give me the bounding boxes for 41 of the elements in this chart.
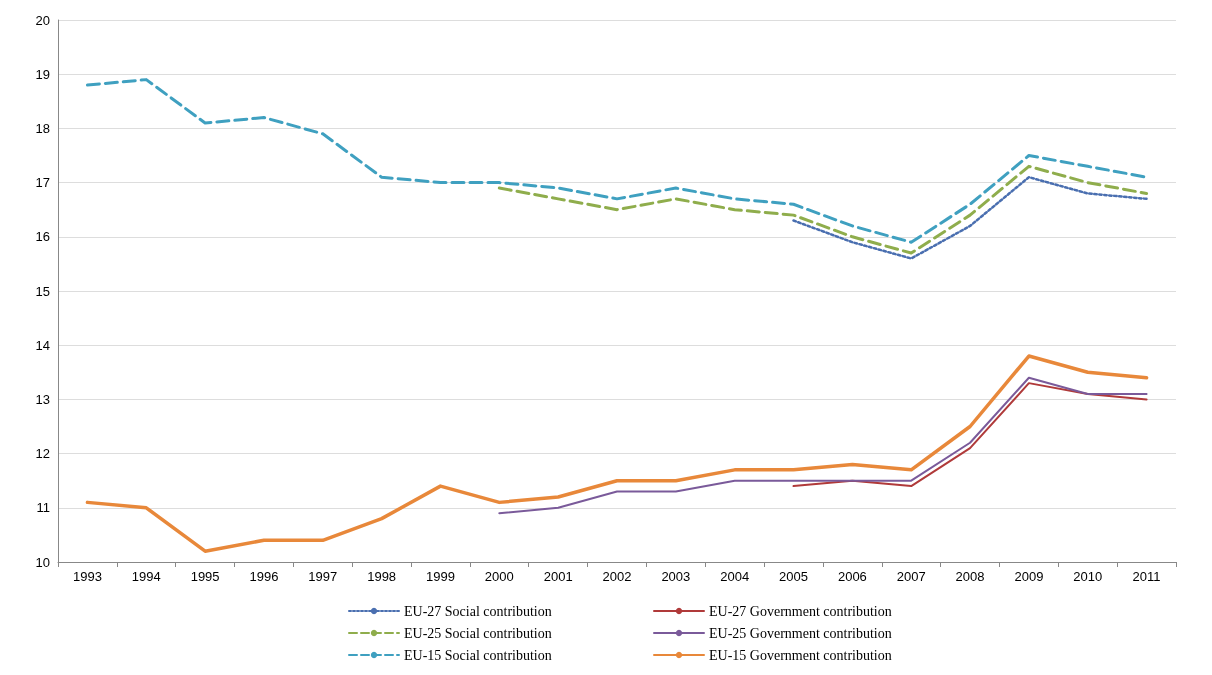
x-tick-label: 2005 xyxy=(779,569,808,584)
x-tick-label: 1997 xyxy=(308,569,338,584)
legend-label: EU-27 Social contribution xyxy=(404,603,552,619)
x-tick-label: 2011 xyxy=(1132,569,1161,584)
y-tick-label: 18 xyxy=(35,120,50,136)
y-tick-label: 14 xyxy=(35,337,50,353)
x-tick-label: 2004 xyxy=(720,569,750,584)
x-tick-label: 1996 xyxy=(249,569,279,584)
y-tick-label: 12 xyxy=(35,446,50,462)
legend-label: EU-15 Social contribution xyxy=(404,647,552,663)
line-series xyxy=(792,175,1148,260)
x-tick-label: 2002 xyxy=(602,569,632,584)
line-series xyxy=(85,354,1149,553)
x-tick-label: 1995 xyxy=(190,569,220,584)
x-tick-label: 2010 xyxy=(1073,569,1103,584)
y-tick-label: 19 xyxy=(35,66,50,82)
x-tick-label: 2003 xyxy=(661,569,691,584)
x-tick-label: 2006 xyxy=(837,569,867,584)
x-tick-label: 1994 xyxy=(131,569,161,584)
y-tick-label: 13 xyxy=(35,391,50,407)
x-tick-label: 2008 xyxy=(955,569,985,584)
line-series xyxy=(498,376,1148,515)
y-tick-label: 15 xyxy=(35,283,50,299)
legend-label: EU-25 Government contribution xyxy=(709,625,892,641)
legend-label: EU-27 Government contribution xyxy=(709,603,892,619)
y-tick-label: 11 xyxy=(36,500,50,516)
y-tick-label: 10 xyxy=(35,554,50,570)
y-tick-label: 16 xyxy=(35,229,50,245)
legend-label: EU-15 Government contribution xyxy=(709,647,892,663)
line-series xyxy=(497,164,1149,255)
x-tick-label: 1999 xyxy=(426,569,455,584)
x-tick-label: 2009 xyxy=(1014,569,1044,584)
x-tick-label: 2001 xyxy=(543,569,573,584)
x-tick-label: 2000 xyxy=(484,569,514,584)
line-series xyxy=(792,382,1148,488)
x-tick-label: 2007 xyxy=(896,569,926,584)
x-tick-label: 1993 xyxy=(72,569,102,584)
x-tick-label: 1998 xyxy=(367,569,397,584)
y-tick-label: 20 xyxy=(35,12,50,28)
legend-label: EU-25 Social contribution xyxy=(404,625,552,641)
y-tick-label: 17 xyxy=(35,175,50,191)
